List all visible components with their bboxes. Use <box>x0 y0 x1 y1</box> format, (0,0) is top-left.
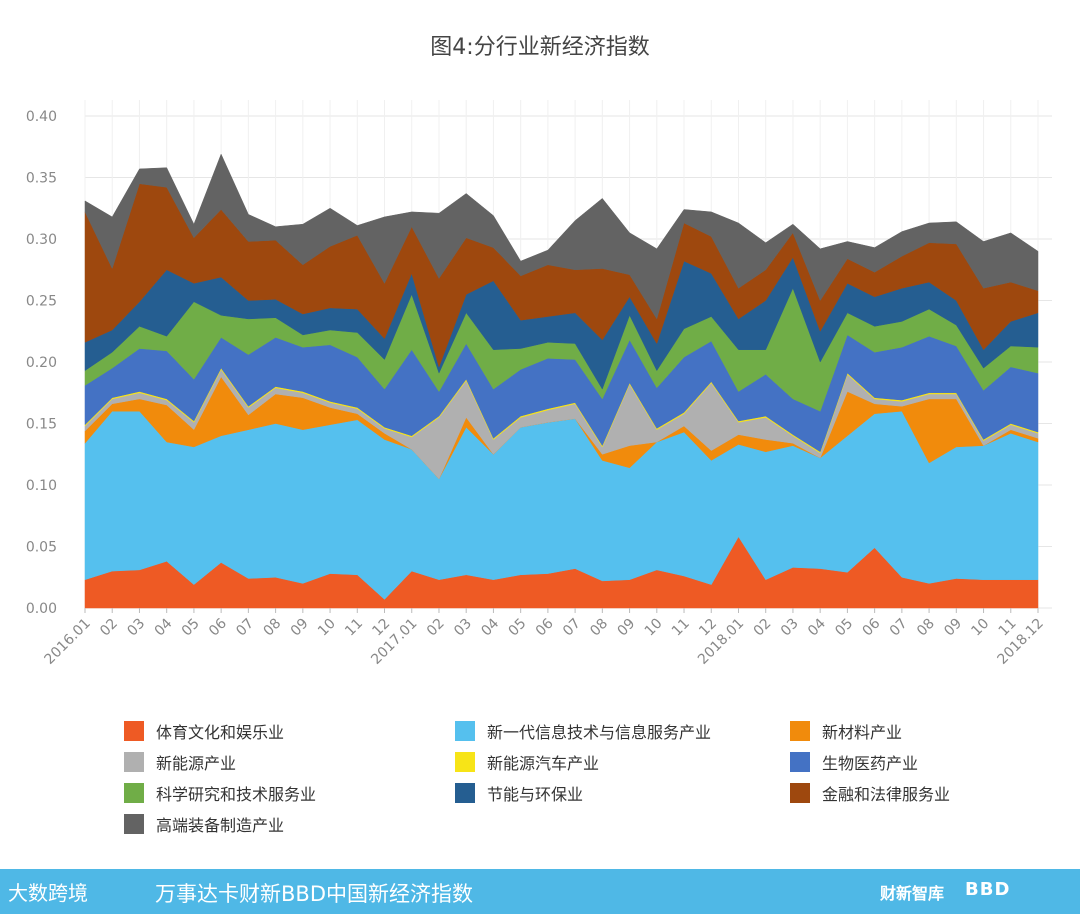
x-tick-label: 2016.01 <box>42 616 94 668</box>
legend-item: 体育文化和娱乐业 <box>124 720 284 742</box>
legend-label: 新一代信息技术与信息服务产业 <box>487 723 712 742</box>
legend-swatch <box>455 783 475 803</box>
footer-logo: 大数跨境 <box>8 881 88 905</box>
x-tick-label: 07 <box>233 616 257 640</box>
x-tick-label: 10 <box>642 616 666 640</box>
chart-title: 图4:分行业新经济指数 <box>430 35 649 60</box>
x-tick-label: 05 <box>506 616 530 640</box>
x-tick-label: 04 <box>478 615 502 639</box>
x-tick-label: 09 <box>614 616 638 640</box>
x-tick-label: 03 <box>451 616 475 640</box>
y-tick-label: 0.25 <box>26 294 57 310</box>
x-tick-label: 06 <box>533 615 557 639</box>
x-tick-label: 10 <box>968 616 992 640</box>
legend-item: 节能与环保业 <box>455 782 583 804</box>
legend-item: 新材料产业 <box>790 720 902 742</box>
x-tick-label: 09 <box>288 616 312 640</box>
x-tick-label: 06 <box>206 615 230 639</box>
y-tick-label: 0.35 <box>26 171 57 187</box>
x-tick-label: 05 <box>832 616 856 640</box>
legend-item: 高端装备制造产业 <box>124 813 284 835</box>
x-tick-label: 02 <box>424 616 448 640</box>
legend-label: 新能源汽车产业 <box>487 754 600 773</box>
legend-item: 金融和法律服务业 <box>790 782 950 804</box>
y-tick-label: 0.20 <box>26 355 57 371</box>
legend-item: 科学研究和技术服务业 <box>124 782 316 804</box>
x-tick-label: 11 <box>342 616 366 640</box>
legend-swatch <box>455 752 475 772</box>
area-series <box>84 153 1039 320</box>
legend-swatch <box>124 814 144 834</box>
y-tick-label: 0.00 <box>26 601 57 617</box>
legend-item: 生物医药产业 <box>790 751 918 773</box>
x-tick-label: 08 <box>587 616 611 640</box>
x-tick-label: 03 <box>778 616 802 640</box>
footer-brand-bbd: BBD <box>965 879 1011 900</box>
area-layers <box>84 153 1039 609</box>
x-tick-label: 11 <box>669 616 693 640</box>
legend-swatch <box>124 721 144 741</box>
legend-swatch <box>790 752 810 772</box>
legend-swatch <box>124 752 144 772</box>
legend: 体育文化和娱乐业 新一代信息技术与信息服务产业 新材料产业新能源产业 新能源汽车产业 生… <box>0 0 1080 835</box>
y-axis: 0.00 0.05 0.10 0.15 0.20 0.25 0.30 0.35 0.40 <box>26 109 57 617</box>
y-tick-label: 0.10 <box>26 478 57 494</box>
legend-label: 体育文化和娱乐业 <box>156 723 285 742</box>
footer-bar: 大数跨境 万事达卡财新BBD中国新经济指数 财新智库 BBD <box>0 869 1080 914</box>
x-tick-label: 03 <box>124 616 148 640</box>
x-tick-label: 10 <box>315 616 339 640</box>
legend-item: 新一代信息技术与信息服务产业 <box>455 720 711 742</box>
x-tick-label: 06 <box>860 615 884 639</box>
x-tick-label: 07 <box>560 616 584 640</box>
x-tick-label: 02 <box>97 616 121 640</box>
y-tick-label: 0.30 <box>26 232 57 248</box>
x-tick-label: 04 <box>152 615 176 639</box>
x-tick-label: 04 <box>805 615 829 639</box>
legend-swatch <box>790 783 810 803</box>
legend-label: 节能与环保业 <box>487 785 584 804</box>
legend-label: 高端装备制造产业 <box>156 816 285 835</box>
x-tick-label: 02 <box>751 616 775 640</box>
legend-swatch <box>124 783 144 803</box>
legend-item: 新能源产业 <box>124 751 236 773</box>
footer-brand-caixin: 财新智库 <box>880 884 945 903</box>
y-tick-label: 0.15 <box>26 417 57 433</box>
y-tick-label: 0.05 <box>26 540 57 556</box>
chart: 图4:分行业新经济指数 0.00 0.05 0.10 0.15 0.20 0.25 0.30… <box>26 35 1052 668</box>
legend-swatch <box>455 721 475 741</box>
footer-title: 万事达卡财新BBD中国新经济指数 <box>155 882 473 906</box>
x-tick-label: 09 <box>941 616 965 640</box>
x-tick-label: 07 <box>887 616 911 640</box>
legend-label: 新能源产业 <box>156 754 237 773</box>
legend-item: 新能源汽车产业 <box>455 751 599 773</box>
legend-label: 新材料产业 <box>822 723 903 742</box>
legend-label: 生物医药产业 <box>822 754 919 773</box>
x-tick-label: 08 <box>261 616 285 640</box>
x-tick-label: 05 <box>179 616 203 640</box>
y-tick-label: 0.40 <box>26 109 57 125</box>
legend-swatch <box>790 721 810 741</box>
x-tick-label: 08 <box>914 616 938 640</box>
legend-label: 科学研究和技术服务业 <box>156 785 317 804</box>
legend-label: 金融和法律服务业 <box>822 785 951 804</box>
